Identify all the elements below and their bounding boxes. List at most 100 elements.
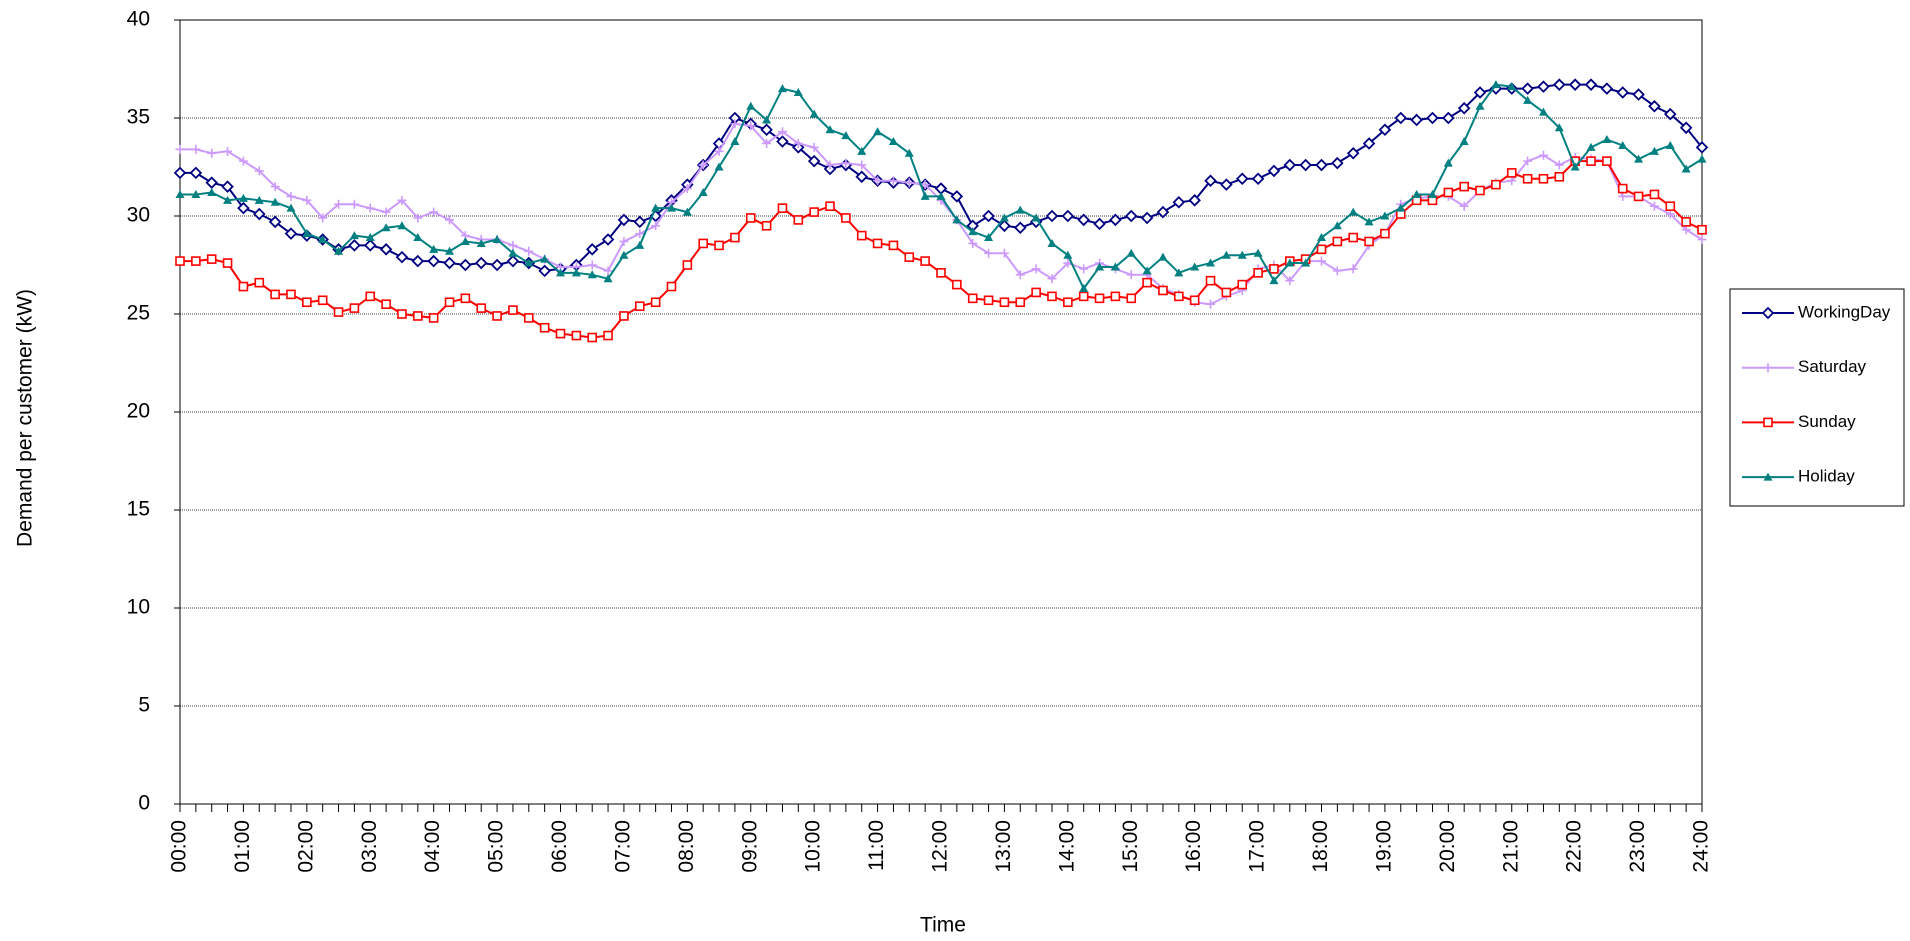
data-point	[1332, 236, 1343, 247]
x-tick-label: 20:00	[1436, 820, 1459, 873]
data-point	[760, 123, 773, 137]
data-point	[1220, 178, 1233, 191]
data-point	[1649, 201, 1659, 211]
data-point	[1443, 187, 1454, 198]
data-point	[841, 158, 851, 168]
data-point	[730, 119, 740, 129]
data-point	[1426, 111, 1439, 125]
data-point	[1317, 256, 1326, 266]
data-point	[508, 240, 518, 250]
x-tick-label: 16:00	[1182, 820, 1205, 873]
data-point	[1158, 285, 1168, 296]
data-point	[603, 266, 613, 276]
data-point	[1221, 287, 1232, 298]
data-point	[1348, 264, 1358, 274]
data-point	[984, 248, 994, 258]
data-point	[1077, 213, 1090, 227]
data-point	[1235, 172, 1249, 186]
data-point	[1473, 86, 1487, 99]
data-point	[855, 170, 869, 184]
data-point	[888, 137, 898, 146]
x-tick-label: 11:00	[865, 820, 888, 871]
data-point	[1285, 258, 1295, 267]
data-point	[1142, 266, 1152, 275]
data-point	[445, 215, 455, 225]
data-point	[191, 256, 201, 266]
data-point	[1554, 172, 1565, 182]
data-point	[1602, 135, 1612, 144]
data-point	[363, 239, 377, 252]
data-point	[460, 236, 470, 245]
data-point	[1301, 258, 1311, 267]
data-point	[523, 313, 534, 323]
data-point	[1506, 168, 1517, 178]
legend-marker	[1763, 363, 1773, 373]
data-point	[952, 279, 962, 290]
data-point	[950, 190, 964, 203]
data-point	[1459, 181, 1469, 192]
data-point	[809, 207, 819, 217]
data-point	[223, 146, 233, 156]
data-point	[254, 166, 264, 176]
data-point	[413, 311, 423, 321]
data-point	[1172, 196, 1186, 209]
data-point	[1600, 82, 1614, 95]
data-point	[714, 162, 724, 171]
data-point	[1459, 201, 1469, 211]
data-point	[270, 289, 280, 300]
data-point	[968, 238, 978, 248]
data-point	[397, 195, 407, 205]
data-point	[492, 311, 502, 321]
data-point	[1110, 262, 1120, 271]
legend	[1729, 288, 1905, 507]
legend-label: Saturday	[1798, 357, 1867, 376]
data-point	[746, 101, 756, 110]
data-point	[1697, 224, 1707, 235]
legend-label: WorkingDay	[1798, 302, 1891, 321]
data-point	[999, 297, 1010, 308]
data-point	[650, 297, 661, 308]
data-point	[427, 254, 440, 268]
data-point	[1394, 111, 1408, 125]
data-point	[191, 189, 201, 198]
data-point	[556, 268, 565, 277]
data-point	[1664, 107, 1677, 121]
data-point	[1124, 209, 1138, 223]
data-point	[223, 195, 233, 204]
data-point	[302, 195, 312, 205]
x-tick-label: 04:00	[421, 820, 444, 873]
data-point	[175, 256, 185, 266]
data-point	[1618, 140, 1628, 149]
data-point	[1079, 284, 1089, 293]
x-tick-label: 08:00	[675, 820, 698, 873]
data-point	[682, 207, 692, 216]
data-point	[1015, 205, 1025, 214]
data-point	[189, 166, 203, 180]
data-point	[348, 239, 361, 252]
data-point	[762, 138, 772, 148]
data-point	[1015, 270, 1025, 280]
data-point	[492, 235, 502, 244]
data-point	[745, 213, 756, 223]
y-tick-label: 10	[127, 596, 150, 619]
data-point	[999, 248, 1009, 258]
data-point	[617, 213, 631, 227]
data-point	[1507, 176, 1517, 186]
data-point	[601, 233, 615, 246]
data-point	[936, 268, 946, 278]
x-tick-label: 17:00	[1246, 820, 1269, 873]
data-point	[1586, 142, 1596, 151]
data-point	[238, 156, 248, 166]
data-point	[397, 221, 407, 230]
data-point	[1205, 275, 1216, 286]
data-point	[413, 233, 423, 242]
data-point	[777, 127, 787, 137]
data-point	[1063, 250, 1073, 259]
data-point	[317, 295, 328, 306]
data-point	[1695, 141, 1709, 154]
x-tick-label: 01:00	[231, 820, 254, 873]
data-point	[1602, 156, 1612, 166]
data-point	[635, 240, 645, 249]
data-point	[538, 264, 551, 278]
data-point	[1665, 209, 1675, 219]
